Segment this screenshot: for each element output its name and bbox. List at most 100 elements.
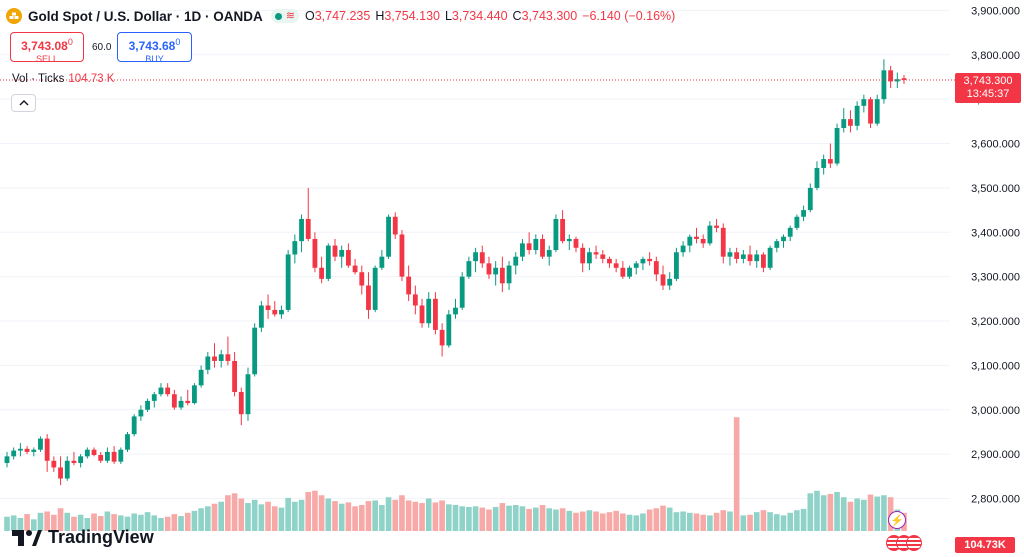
candle-body	[553, 218, 559, 251]
candle-body	[687, 236, 693, 246]
candle-body	[694, 236, 699, 239]
volume-bar	[358, 505, 365, 531]
candle-body	[821, 159, 827, 168]
volume-bar	[97, 516, 104, 531]
volume-bar	[164, 516, 171, 531]
price-tick-label: 2,900.000	[971, 449, 1020, 461]
volume-legend[interactable]: Vol · Ticks 104.73 K	[12, 73, 114, 85]
us-flag-icon[interactable]	[886, 535, 922, 553]
volume-bar	[660, 505, 666, 531]
candle-body	[814, 167, 820, 188]
candle-body	[218, 354, 224, 361]
volume-bar	[814, 490, 820, 531]
volume-legend-label: Vol · Ticks	[12, 73, 65, 85]
buy-button[interactable]: 3,743.680 BUY	[117, 32, 192, 64]
volume-bar	[292, 501, 298, 531]
last-volume-tag: 104.73K	[955, 537, 1015, 553]
volume-bar	[492, 506, 499, 531]
candle-body	[386, 216, 391, 257]
volume-legend-value: 104.73 K	[68, 73, 115, 85]
candle-body	[714, 225, 719, 228]
volume-bar	[767, 512, 773, 531]
candle-body	[439, 329, 445, 346]
volume-bar	[17, 518, 24, 531]
candle-body	[91, 449, 97, 456]
sell-price: 3,743.08	[21, 39, 68, 53]
gold-coin-icon	[6, 8, 22, 24]
price-tick-label: 3,500.000	[971, 183, 1020, 195]
price-tick-label: 3,800.000	[971, 50, 1020, 62]
candle-body	[700, 238, 706, 244]
volume-bar	[71, 516, 77, 531]
candle-body	[580, 247, 586, 264]
candle-body	[720, 227, 726, 257]
candle-body	[158, 387, 164, 395]
volume-bar	[285, 497, 291, 531]
volume-bar	[533, 507, 539, 531]
price-tick-label: 3,400.000	[971, 227, 1020, 239]
volume-bar	[506, 505, 512, 531]
volume-bar	[546, 508, 553, 531]
candle-body	[165, 387, 171, 395]
sell-button[interactable]: 3,743.080 SELL	[10, 32, 84, 64]
candle-body	[680, 245, 686, 253]
candle-body	[520, 243, 525, 257]
volume-bar	[184, 512, 191, 531]
lightning-icon[interactable]: ⚡	[888, 511, 906, 529]
volume-bar	[372, 500, 378, 531]
candle-body	[506, 265, 512, 284]
volume-bar	[399, 495, 405, 531]
volume-bar	[666, 507, 673, 531]
candle-body	[707, 225, 713, 244]
volume-bar	[747, 514, 753, 531]
candle-body	[888, 70, 894, 82]
candle-body	[593, 252, 599, 255]
candle-body	[11, 450, 17, 457]
collapse-legend-button[interactable]	[11, 94, 36, 112]
volume-bar	[445, 504, 452, 531]
volume-bar	[345, 502, 352, 531]
symbol-title[interactable]: Gold Spot / U.S. Dollar · 1D · OANDA	[28, 8, 263, 24]
price-axis[interactable]: 2,800.000 2,900.000 3,000.000 3,100.000 3,20…	[971, 5, 1020, 505]
candle-body	[138, 409, 144, 417]
high-value: H3,754.130	[375, 9, 440, 23]
volume-bar	[827, 493, 834, 531]
last-price-tag: 3,743.300 13:45:37	[955, 73, 1021, 103]
tradingview-logo[interactable]: TradingView	[12, 527, 154, 548]
volume-bar	[352, 506, 358, 531]
price-tick-label: 3,200.000	[971, 316, 1020, 328]
candle-body	[379, 256, 385, 268]
candle-body	[198, 369, 204, 386]
volume-bar	[840, 497, 847, 531]
volume-bar	[519, 506, 526, 531]
volume-bar	[800, 508, 807, 531]
candle-body	[473, 252, 478, 262]
candle-body	[131, 416, 137, 435]
volume-bar	[820, 495, 827, 531]
candle-body	[312, 238, 318, 268]
tradingview-wordmark: TradingView	[48, 527, 154, 547]
volume-bar	[37, 512, 44, 531]
candle-body	[781, 236, 786, 242]
candle-body	[4, 456, 10, 463]
volume-bar	[787, 512, 794, 531]
volume-bar	[144, 512, 151, 531]
candle-body	[145, 400, 150, 410]
candle-body	[794, 216, 800, 228]
volume-bar	[10, 515, 17, 531]
volume-bar	[379, 505, 385, 531]
candle-body	[125, 434, 130, 450]
candle-body	[546, 250, 552, 257]
volume-bar	[251, 499, 258, 531]
candle-body	[573, 238, 579, 248]
price-tick-label: 2,800.000	[971, 493, 1020, 505]
volume-bar	[205, 506, 211, 531]
candle-body	[38, 438, 43, 450]
candle-body	[372, 267, 378, 310]
price-tick-label: 3,000.000	[971, 405, 1020, 417]
volume-bar	[553, 509, 559, 531]
market-status-badge[interactable]: ≋	[270, 9, 299, 23]
volume-bar	[225, 495, 231, 531]
volume-bar	[867, 494, 874, 531]
